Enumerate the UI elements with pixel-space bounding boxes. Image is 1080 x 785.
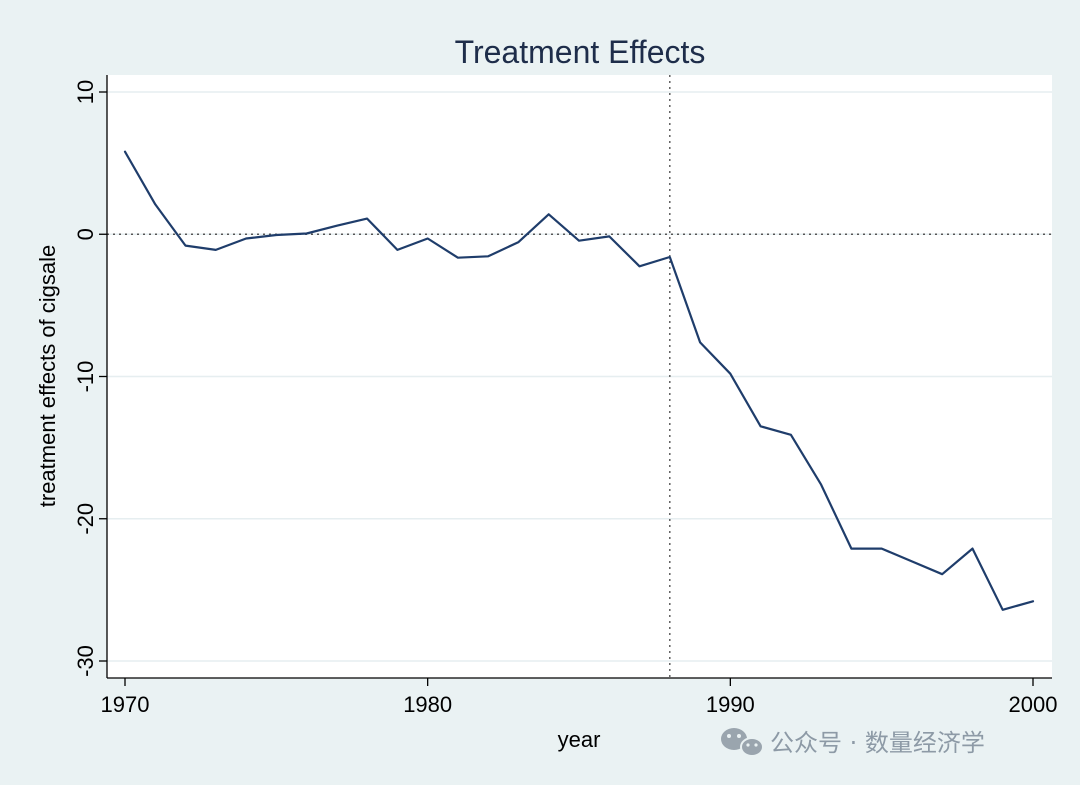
- x-axis-title: year: [558, 727, 601, 752]
- chart-title: Treatment Effects: [455, 34, 706, 70]
- y-axis-title: treatment effects of cigsale: [35, 245, 60, 508]
- x-tick-label: 1980: [403, 692, 452, 717]
- x-tick-label: 2000: [1009, 692, 1058, 717]
- y-tick-label: 10: [73, 80, 98, 104]
- x-tick-label: 1970: [101, 692, 150, 717]
- series-layer: [123, 150, 1035, 611]
- axes: [99, 75, 1052, 686]
- watermark-text: 公众号 · 数量经济学: [770, 729, 985, 757]
- x-tick-label: 1990: [706, 692, 755, 717]
- tick-labels: 1970 1980 1990 2000 10 0 -10 -20 -30: [73, 80, 1057, 717]
- series-line: [123, 150, 1035, 611]
- y-tick-label: -20: [73, 503, 98, 535]
- y-tick-label: -10: [73, 361, 98, 393]
- y-tick-label: -30: [73, 645, 98, 677]
- y-tick-label: 0: [73, 228, 98, 240]
- reference-lines: [107, 75, 1052, 678]
- wechat-icon: [721, 728, 764, 757]
- watermark: 公众号 · 数量经济学: [721, 728, 985, 757]
